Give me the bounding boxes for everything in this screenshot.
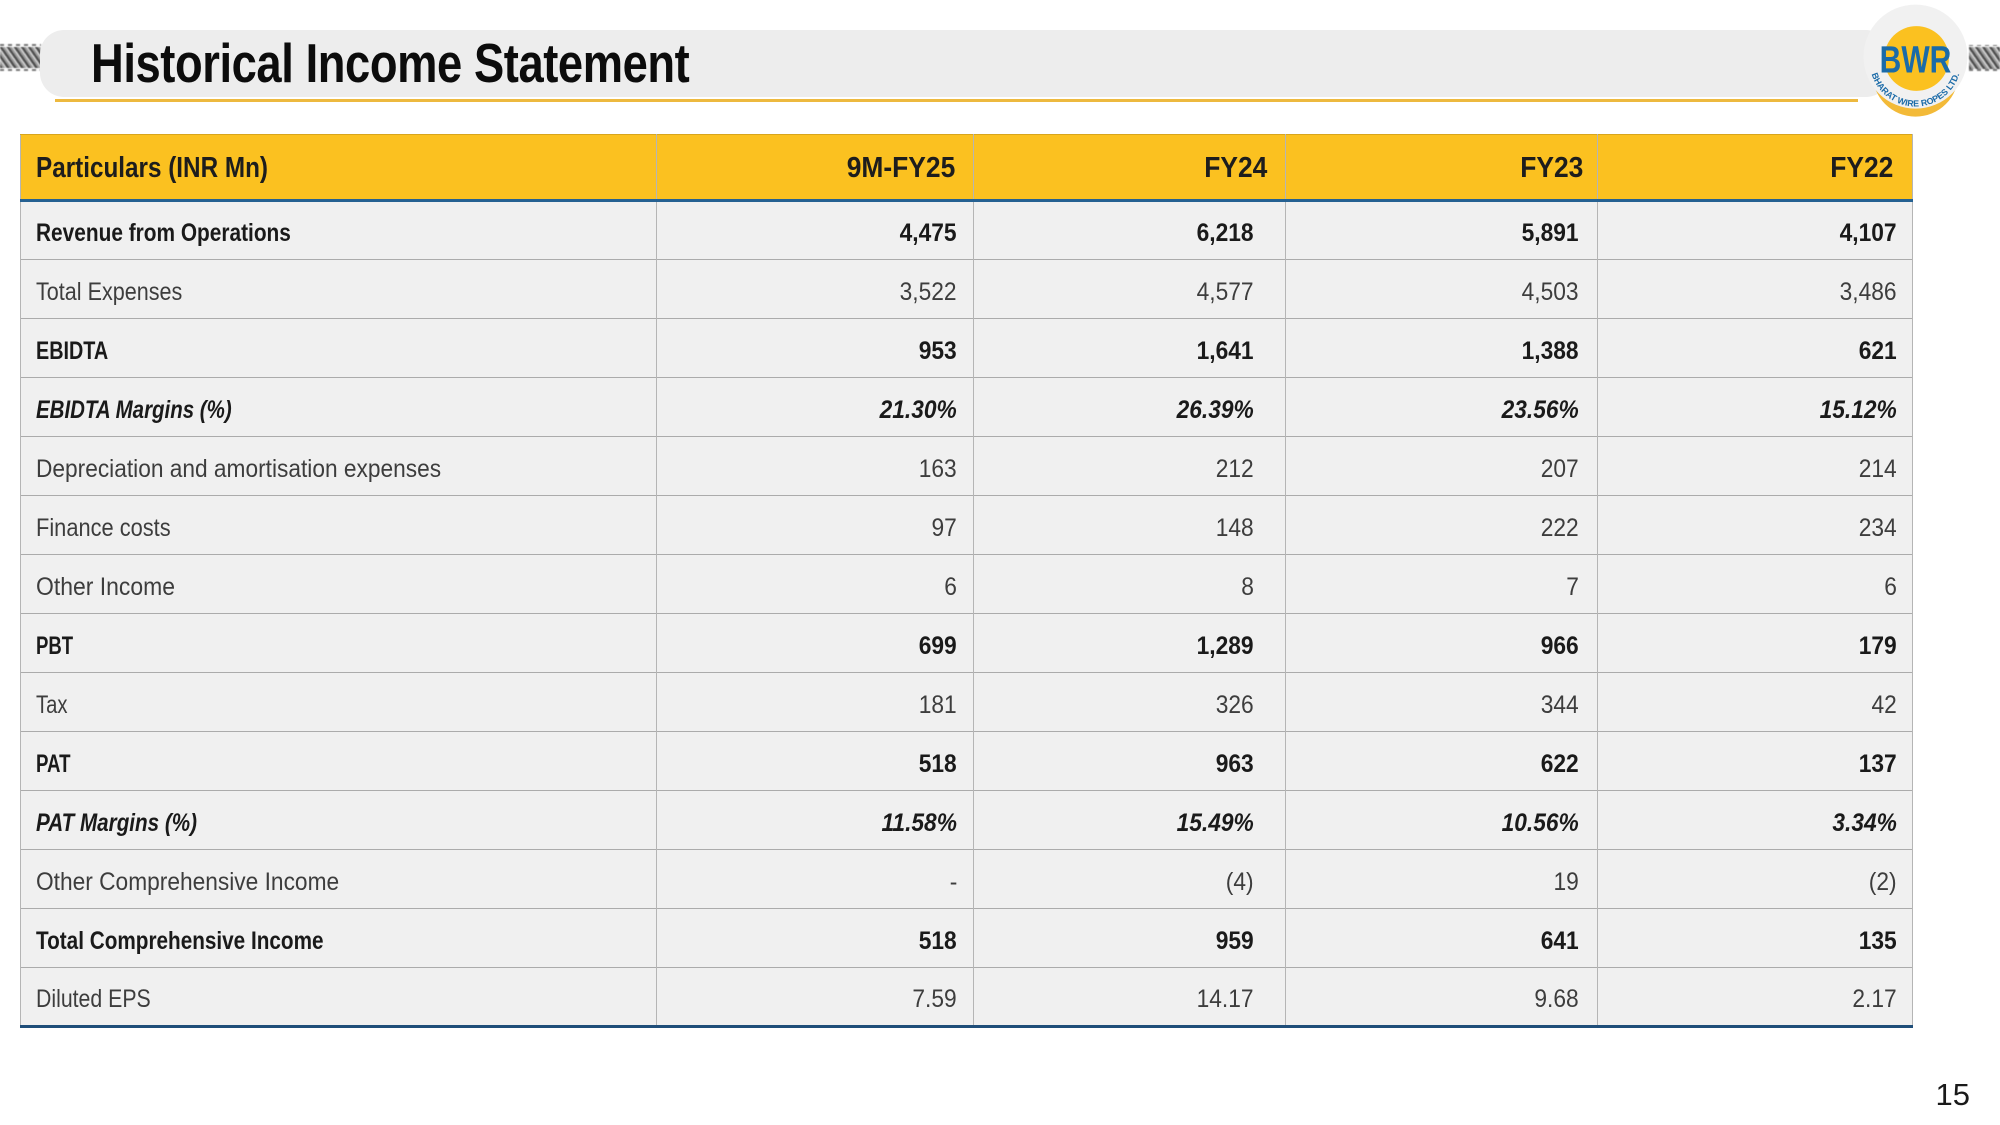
svg-text:BWR: BWR bbox=[1880, 39, 1952, 81]
